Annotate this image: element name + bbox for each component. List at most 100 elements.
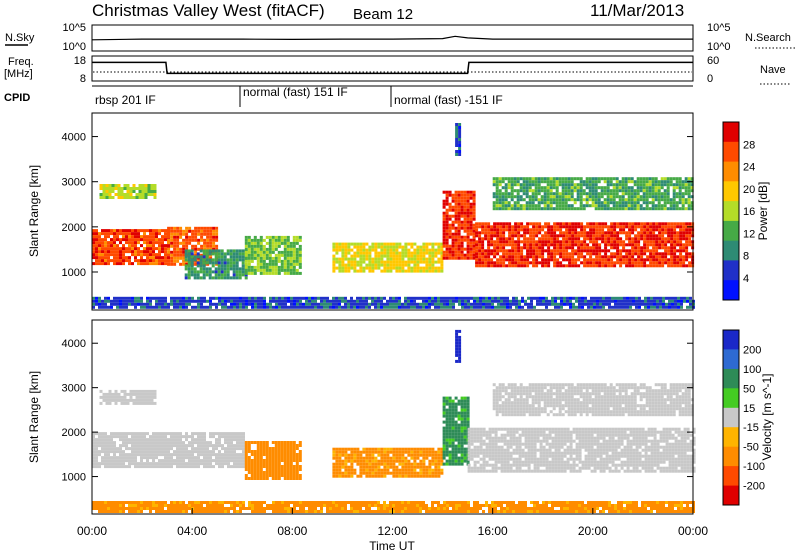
- heat-cell: [596, 302, 599, 306]
- heat-cell: [630, 186, 634, 190]
- heat-cell: [607, 225, 611, 229]
- heat-cell: [353, 459, 357, 463]
- heat-cell: [143, 250, 146, 254]
- heat-cell: [581, 305, 584, 309]
- heat-cell: [188, 229, 192, 233]
- heat-cell: [546, 189, 550, 193]
- heat-cell: [289, 247, 293, 251]
- heat-cell: [526, 252, 530, 256]
- heat-cell: [558, 180, 562, 184]
- heat-cell: [374, 474, 378, 478]
- heat-cell: [553, 249, 557, 253]
- heat-cell: [173, 259, 177, 263]
- heat-cell: [212, 232, 216, 236]
- heat-cell: [663, 192, 667, 196]
- heat-cell: [377, 299, 380, 303]
- heat-cell: [280, 459, 284, 462]
- heat-cell: [149, 462, 152, 466]
- heat-cell: [565, 258, 569, 262]
- heat-cell: [323, 305, 326, 309]
- heat-cell: [413, 263, 417, 267]
- heat-cell: [295, 447, 299, 450]
- heat-cell: [226, 273, 230, 277]
- heat-cell: [473, 305, 476, 309]
- heat-cell: [335, 302, 338, 306]
- heat-cell: [506, 305, 509, 309]
- heat-cell: [559, 225, 563, 229]
- heat-cell: [401, 305, 404, 309]
- heat-cell: [332, 468, 336, 472]
- heat-cell: [155, 241, 158, 245]
- heat-cell: [341, 251, 345, 255]
- heat-cell: [221, 462, 224, 466]
- heat-cell: [505, 237, 509, 241]
- heat-cell: [631, 237, 635, 241]
- heat-cell: [618, 198, 622, 202]
- heat-cell: [211, 264, 215, 268]
- heat-cell: [508, 261, 512, 265]
- heat-cell: [149, 296, 152, 300]
- heat-cell: [92, 453, 95, 457]
- heat-cell: [663, 189, 667, 193]
- heat-cell: [194, 247, 198, 251]
- heat-cell: [185, 435, 188, 439]
- heat-cell: [598, 255, 602, 259]
- heat-cell: [475, 264, 479, 268]
- heat-cell: [645, 204, 649, 208]
- heat-cell: [657, 186, 661, 190]
- heat-cell: [226, 261, 230, 265]
- heat-cell: [516, 201, 520, 205]
- heat-cell: [383, 471, 387, 475]
- heat-cell: [556, 240, 560, 244]
- heat-cell: [254, 302, 257, 306]
- heat-cell: [425, 257, 429, 261]
- heat-cell: [117, 190, 121, 193]
- heat-cell: [200, 299, 203, 303]
- heat-cell: [478, 255, 482, 259]
- heat-cell: [571, 234, 575, 238]
- heat-cell: [621, 201, 625, 205]
- heat-cell: [547, 228, 551, 232]
- heat-cell: [244, 450, 248, 453]
- heat-cell: [544, 261, 548, 265]
- heat-cell: [667, 249, 671, 253]
- heat-cell: [170, 438, 173, 442]
- heat-cell: [280, 441, 284, 444]
- heat-cell: [655, 255, 659, 259]
- heat-cell: [149, 450, 152, 454]
- heat-cell: [335, 299, 338, 303]
- heat-cell: [298, 441, 302, 444]
- heat-cell: [214, 261, 218, 265]
- heat-cell: [283, 259, 287, 263]
- heat-cell: [212, 244, 216, 248]
- heat-cell: [454, 226, 458, 230]
- heat-cell: [679, 234, 683, 238]
- heat-cell: [356, 453, 360, 457]
- heat-cell: [460, 238, 464, 242]
- heat-cell: [126, 193, 130, 196]
- heat-cell: [544, 243, 548, 247]
- heat-cell: [689, 296, 692, 300]
- heat-cell: [668, 296, 671, 300]
- heat-cell: [401, 447, 405, 451]
- heat-cell: [591, 192, 595, 196]
- heat-cell: [143, 302, 146, 306]
- heat-cell: [191, 465, 194, 469]
- heat-cell: [215, 438, 218, 442]
- heat-cell: [137, 453, 140, 457]
- heat-cell: [131, 462, 134, 466]
- heat-cell: [618, 195, 622, 199]
- heat-cell: [440, 269, 444, 273]
- heat-cell: [466, 232, 470, 236]
- heat-cell: [670, 228, 674, 232]
- heat-cell: [188, 235, 192, 239]
- heat-cell: [200, 232, 204, 236]
- heat-cell: [604, 231, 608, 235]
- heat-cell: [431, 260, 435, 264]
- heat-cell: [469, 217, 473, 221]
- heat-cell: [618, 186, 622, 190]
- heat-cell: [95, 447, 98, 451]
- heat-cell: [374, 305, 377, 309]
- heat-cell: [646, 225, 650, 229]
- heat-cell: [488, 305, 491, 309]
